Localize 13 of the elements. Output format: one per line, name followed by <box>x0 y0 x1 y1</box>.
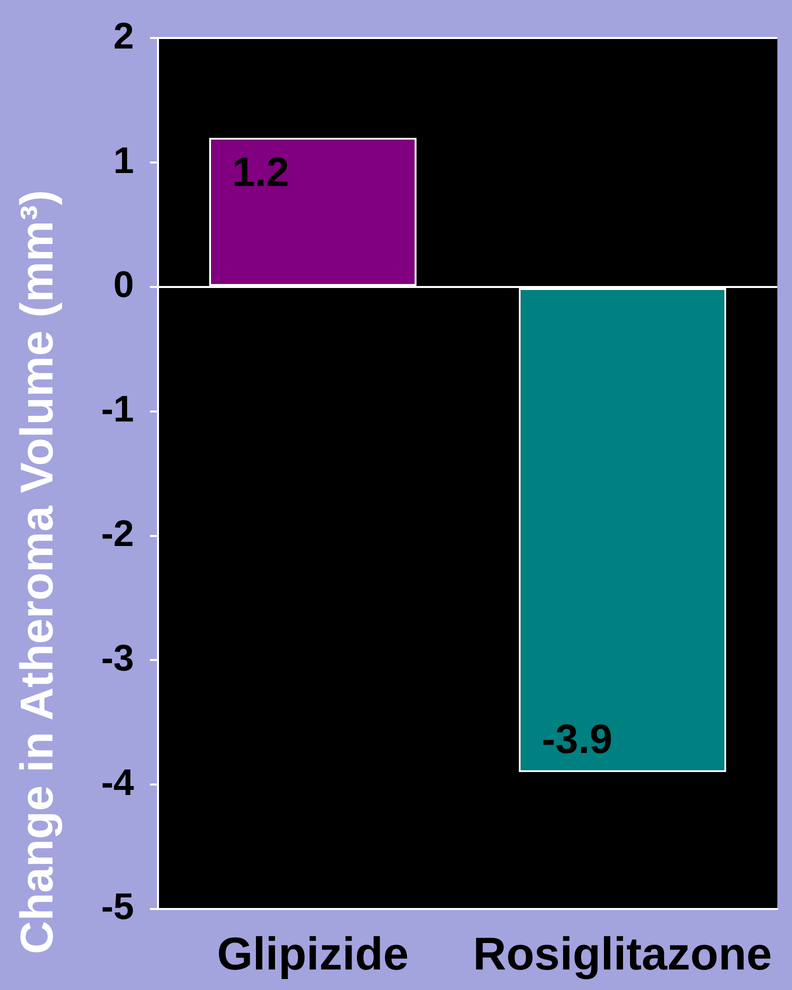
y-tick-label: 1 <box>113 140 134 181</box>
y-tick-label: 2 <box>113 15 134 56</box>
y-axis-title: Change in Atheroma Volume (mm³) <box>10 190 63 954</box>
y-tick-label: -5 <box>101 886 134 928</box>
y-tick-label: -3 <box>101 637 134 678</box>
y-tick-label: -1 <box>101 388 134 430</box>
x-tick-label: Rosiglitazone <box>472 927 772 980</box>
y-tick-label: -4 <box>101 762 134 803</box>
y-tick-label: -2 <box>101 513 134 554</box>
x-tick-label: Glipizide <box>216 927 409 980</box>
data-label: -3.9 <box>542 716 612 762</box>
y-tick-label: 0 <box>113 264 134 306</box>
data-label: 1.2 <box>232 149 290 196</box>
